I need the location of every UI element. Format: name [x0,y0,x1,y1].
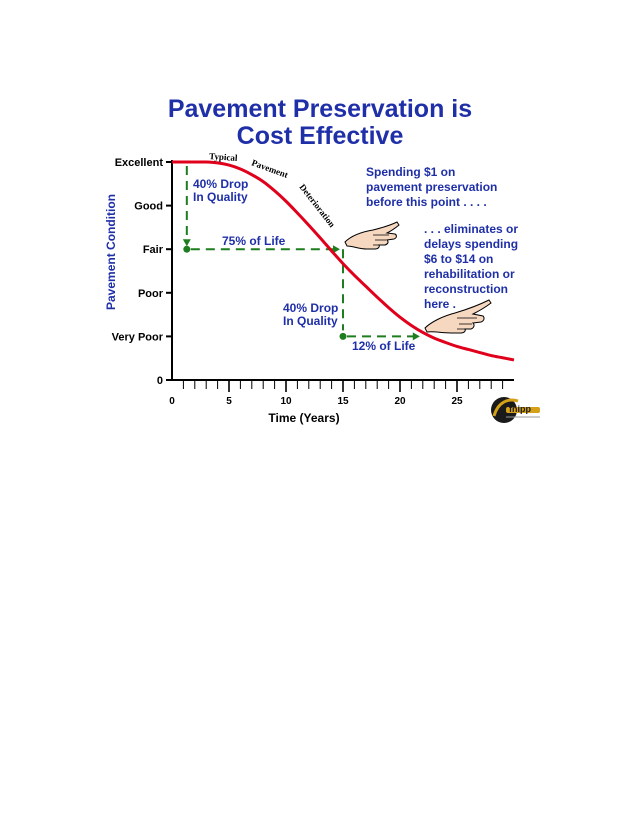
markers [183,245,347,340]
annotation-eliminates-line-5: reconstruction [424,282,508,296]
annotation-drop-2-line-1: 40% Drop [283,301,338,315]
x-tick-label: 10 [280,396,292,407]
deterioration-curve [172,160,515,362]
y-tick-label: Very Poor [112,331,164,343]
annotation-drop-2-line-2: In Quality [283,314,338,328]
y-tick-label: Excellent [115,157,164,169]
annotation-spend: Spending $1 on pavement preservation bef… [366,165,497,209]
fnipp-logo: fnipp [491,397,540,423]
arrow-head-right-2 [412,332,420,341]
x-tick-label: 0 [169,396,175,407]
annotation-eliminates-line-4: rehabilitation or [424,267,515,281]
y-tick-label: Fair [143,244,164,256]
arrow-head-down-1 [182,239,191,247]
chart-title-line-1: Pavement Preservation is [168,95,472,123]
annotation-drop-2: 40% Drop In Quality [283,301,338,328]
pointing-hand-icon-2 [424,299,492,334]
annotation-spend-line-3: before this point . . . . [366,195,487,209]
y-tick-label: Good [134,201,163,213]
annotation-eliminates: . . . eliminates or delays spending $6 t… [424,222,518,311]
x-tick-label: 15 [337,396,349,407]
marker-point [183,245,191,253]
annotation-spend-line-2: pavement preservation [366,180,497,194]
x-tick-label: 25 [451,396,463,407]
curve-label-deterioration: Deterioration [297,182,337,229]
fnipp-logo-text: fnipp [509,404,531,414]
marker-point [339,332,347,340]
chart-title-line-2: Cost Effective [237,122,404,150]
guide-lines [182,166,420,341]
annotation-drop-1-line-2: In Quality [193,190,248,204]
x-ticks: 0 5 10 15 20 25 [169,380,504,407]
annotation-eliminates-line-6: here . [424,297,456,311]
annotation-eliminates-line-1: . . . eliminates or [424,222,518,236]
arrow-head-right-1 [333,245,340,254]
x-tick-label: 20 [394,396,406,407]
fnipp-logo-bar [506,407,540,413]
annotation-eliminates-line-2: delays spending [424,237,518,251]
annotation-drop-1-line-1: 40% Drop [193,177,248,191]
curve-label-typical: Typical [209,151,238,163]
annotation-drop-1: 40% Drop In Quality [193,177,248,204]
annotation-spend-line-1: Spending $1 on [366,165,455,179]
y-ticks: Excellent Good Fair Poor Very Poor 0 [112,157,172,387]
annotation-life-2: 12% of Life [352,339,416,353]
y-tick-label: 0 [157,375,163,387]
annotation-eliminates-line-3: $6 to $14 on [424,252,493,266]
x-axis-title: Time (Years) [268,411,339,425]
y-axis-title: Pavement Condition [104,194,118,310]
y-tick-label: Poor [138,288,164,300]
annotation-life-1: 75% of Life [222,234,286,248]
x-tick-label: 5 [226,396,232,407]
pointing-hand-icon [344,221,400,250]
